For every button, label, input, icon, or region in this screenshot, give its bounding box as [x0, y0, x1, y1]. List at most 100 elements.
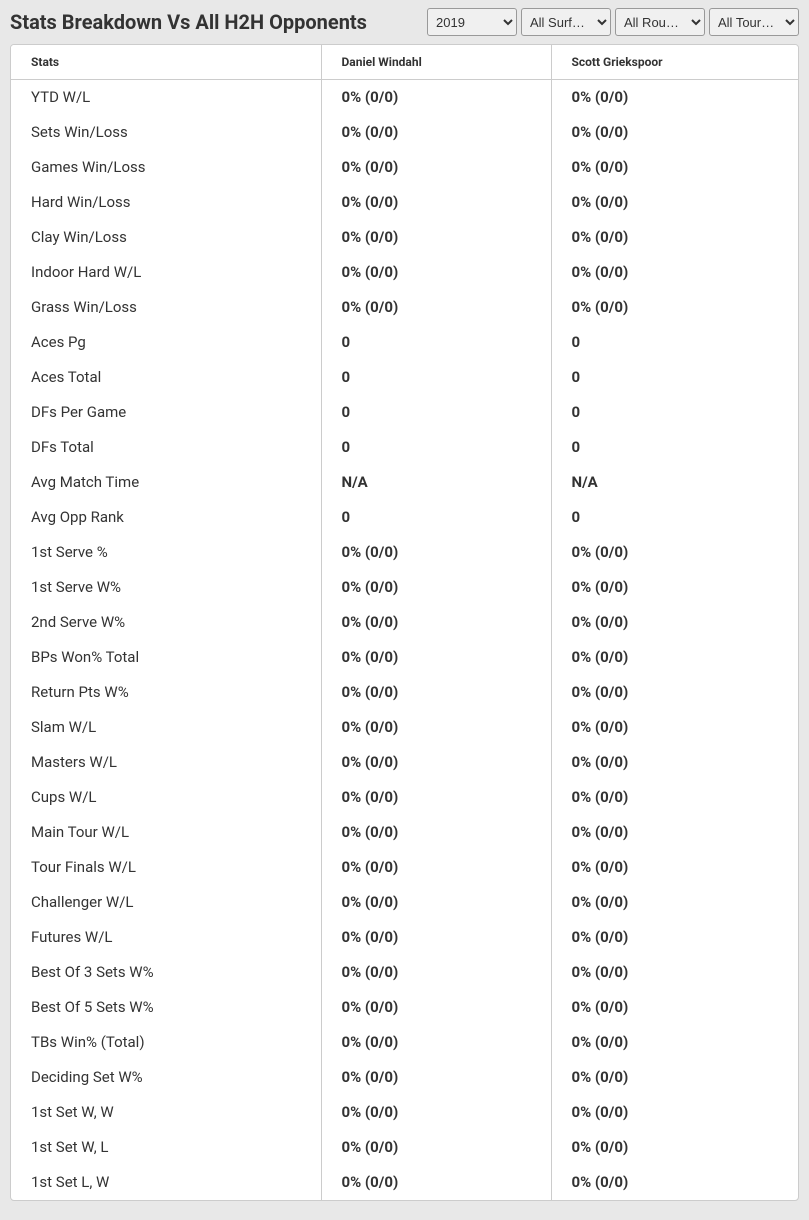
- stat-value-cell: 0% (0/0): [551, 675, 798, 710]
- stat-value-cell: 0% (0/0): [321, 185, 551, 220]
- table-row: 1st Set W, L0% (0/0)0% (0/0): [11, 1130, 798, 1165]
- round-select[interactable]: All Rou…: [615, 8, 705, 36]
- stat-name-cell: 1st Set L, W: [11, 1165, 321, 1200]
- stat-value-cell: 0% (0/0): [551, 150, 798, 185]
- stat-value-cell: 0% (0/0): [321, 955, 551, 990]
- table-row: Cups W/L0% (0/0)0% (0/0): [11, 780, 798, 815]
- table-row: Best Of 3 Sets W%0% (0/0)0% (0/0): [11, 955, 798, 990]
- stat-value-cell: 0% (0/0): [551, 220, 798, 255]
- stat-name-cell: DFs Total: [11, 430, 321, 465]
- table-row: Games Win/Loss0% (0/0)0% (0/0): [11, 150, 798, 185]
- stat-value-cell: 0% (0/0): [321, 150, 551, 185]
- stat-value-cell: 0: [321, 395, 551, 430]
- stat-value-cell: 0% (0/0): [321, 1130, 551, 1165]
- stat-value-cell: 0% (0/0): [551, 115, 798, 150]
- stat-value-cell: 0: [551, 500, 798, 535]
- surface-select[interactable]: All Surf…: [521, 8, 611, 36]
- stat-value-cell: 0% (0/0): [321, 780, 551, 815]
- table-header-row: Stats Daniel Windahl Scott Griekspoor: [11, 45, 798, 80]
- stat-name-cell: Deciding Set W%: [11, 1060, 321, 1095]
- stat-value-cell: 0% (0/0): [321, 850, 551, 885]
- stat-name-cell: Clay Win/Loss: [11, 220, 321, 255]
- stat-value-cell: 0% (0/0): [551, 1165, 798, 1200]
- table-row: DFs Per Game00: [11, 395, 798, 430]
- stat-value-cell: 0% (0/0): [321, 745, 551, 780]
- stat-value-cell: 0% (0/0): [321, 640, 551, 675]
- table-row: Tour Finals W/L0% (0/0)0% (0/0): [11, 850, 798, 885]
- table-row: Masters W/L0% (0/0)0% (0/0): [11, 745, 798, 780]
- table-row: Clay Win/Loss0% (0/0)0% (0/0): [11, 220, 798, 255]
- stat-value-cell: 0: [551, 360, 798, 395]
- tournament-select[interactable]: All Tour…: [709, 8, 799, 36]
- stat-value-cell: 0% (0/0): [321, 220, 551, 255]
- stat-value-cell: 0% (0/0): [551, 1130, 798, 1165]
- table-row: Aces Total00: [11, 360, 798, 395]
- year-select[interactable]: 2019: [427, 8, 517, 36]
- table-row: Return Pts W%0% (0/0)0% (0/0): [11, 675, 798, 710]
- stat-value-cell: 0: [321, 430, 551, 465]
- table-row: Main Tour W/L0% (0/0)0% (0/0): [11, 815, 798, 850]
- stat-value-cell: 0% (0/0): [551, 290, 798, 325]
- stat-value-cell: N/A: [321, 465, 551, 500]
- stat-value-cell: 0% (0/0): [321, 1025, 551, 1060]
- stat-name-cell: Grass Win/Loss: [11, 290, 321, 325]
- stat-name-cell: Avg Match Time: [11, 465, 321, 500]
- stat-name-cell: 1st Set W, W: [11, 1095, 321, 1130]
- stat-name-cell: Avg Opp Rank: [11, 500, 321, 535]
- page-title: Stats Breakdown Vs All H2H Opponents: [10, 10, 367, 34]
- stat-value-cell: 0% (0/0): [321, 710, 551, 745]
- stat-value-cell: 0: [321, 500, 551, 535]
- stats-table-container: Stats Daniel Windahl Scott Griekspoor YT…: [10, 44, 799, 1201]
- filter-controls: 2019 All Surf… All Rou… All Tour…: [427, 8, 799, 36]
- stat-name-cell: Aces Pg: [11, 325, 321, 360]
- stat-name-cell: Futures W/L: [11, 920, 321, 955]
- stat-value-cell: 0% (0/0): [551, 640, 798, 675]
- table-row: Indoor Hard W/L0% (0/0)0% (0/0): [11, 255, 798, 290]
- stat-value-cell: 0: [321, 325, 551, 360]
- stat-value-cell: 0% (0/0): [551, 1060, 798, 1095]
- stat-value-cell: 0% (0/0): [321, 1095, 551, 1130]
- stat-value-cell: 0% (0/0): [551, 1095, 798, 1130]
- stat-value-cell: 0% (0/0): [321, 885, 551, 920]
- stat-name-cell: Slam W/L: [11, 710, 321, 745]
- table-row: Slam W/L0% (0/0)0% (0/0): [11, 710, 798, 745]
- stat-name-cell: 1st Set W, L: [11, 1130, 321, 1165]
- stat-value-cell: 0% (0/0): [321, 605, 551, 640]
- stat-name-cell: 1st Serve %: [11, 535, 321, 570]
- stats-table: Stats Daniel Windahl Scott Griekspoor YT…: [11, 45, 798, 1200]
- stat-value-cell: 0% (0/0): [551, 780, 798, 815]
- table-row: Best Of 5 Sets W%0% (0/0)0% (0/0): [11, 990, 798, 1025]
- stat-name-cell: Hard Win/Loss: [11, 185, 321, 220]
- stat-name-cell: 2nd Serve W%: [11, 605, 321, 640]
- stat-value-cell: 0% (0/0): [321, 815, 551, 850]
- column-header-player1: Daniel Windahl: [321, 45, 551, 80]
- stat-value-cell: 0: [321, 360, 551, 395]
- stat-name-cell: Main Tour W/L: [11, 815, 321, 850]
- stat-value-cell: N/A: [551, 465, 798, 500]
- column-header-player2: Scott Griekspoor: [551, 45, 798, 80]
- stat-value-cell: 0% (0/0): [321, 1165, 551, 1200]
- table-row: 1st Serve W%0% (0/0)0% (0/0): [11, 570, 798, 605]
- stat-value-cell: 0% (0/0): [551, 710, 798, 745]
- stat-value-cell: 0% (0/0): [551, 955, 798, 990]
- stat-value-cell: 0% (0/0): [321, 920, 551, 955]
- stat-value-cell: 0% (0/0): [551, 255, 798, 290]
- stat-name-cell: BPs Won% Total: [11, 640, 321, 675]
- stat-value-cell: 0% (0/0): [551, 535, 798, 570]
- table-row: Avg Opp Rank00: [11, 500, 798, 535]
- stat-name-cell: Aces Total: [11, 360, 321, 395]
- stat-name-cell: TBs Win% (Total): [11, 1025, 321, 1060]
- stat-value-cell: 0% (0/0): [551, 570, 798, 605]
- stat-name-cell: Best Of 3 Sets W%: [11, 955, 321, 990]
- table-row: BPs Won% Total0% (0/0)0% (0/0): [11, 640, 798, 675]
- stat-name-cell: Challenger W/L: [11, 885, 321, 920]
- stat-value-cell: 0% (0/0): [321, 570, 551, 605]
- stat-value-cell: 0% (0/0): [551, 185, 798, 220]
- table-row: Avg Match TimeN/AN/A: [11, 465, 798, 500]
- stat-value-cell: 0% (0/0): [321, 255, 551, 290]
- stat-value-cell: 0% (0/0): [551, 605, 798, 640]
- table-row: YTD W/L0% (0/0)0% (0/0): [11, 80, 798, 115]
- table-row: 1st Serve %0% (0/0)0% (0/0): [11, 535, 798, 570]
- table-row: 2nd Serve W%0% (0/0)0% (0/0): [11, 605, 798, 640]
- stat-value-cell: 0% (0/0): [551, 990, 798, 1025]
